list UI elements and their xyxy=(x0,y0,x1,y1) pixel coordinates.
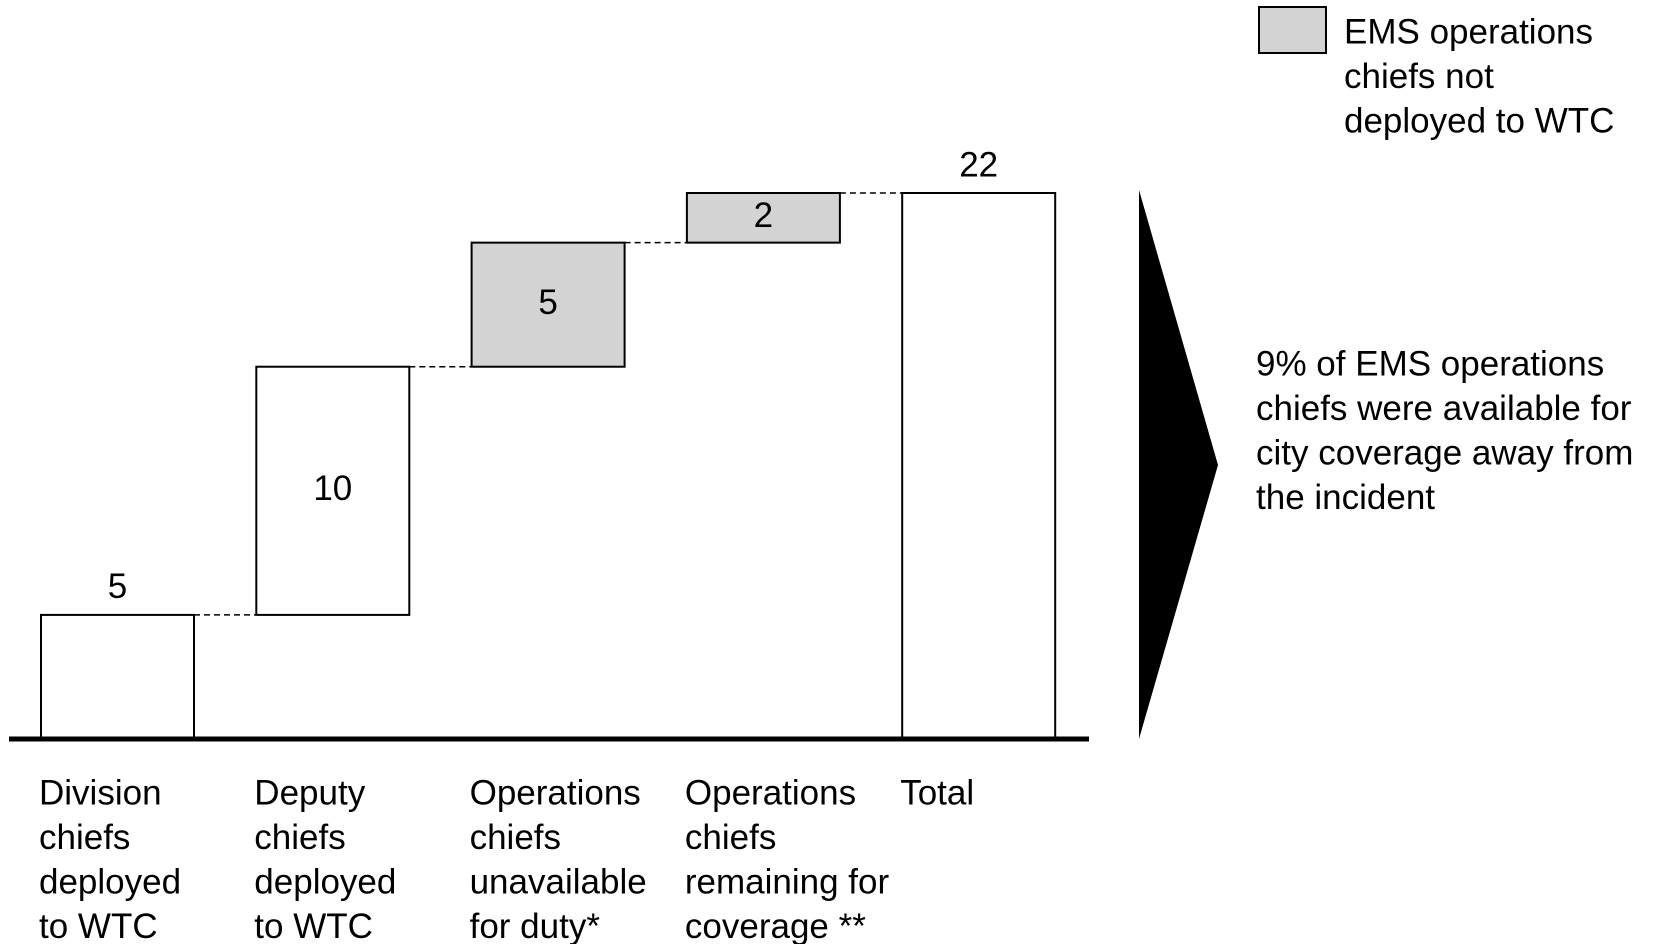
x-tick-label: unavailable xyxy=(470,862,647,901)
value-label: 2 xyxy=(754,196,773,235)
arrow xyxy=(1139,190,1218,739)
bar xyxy=(901,192,1057,740)
x-tick-label: for duty* xyxy=(470,907,601,944)
x-tick-label: chiefs xyxy=(39,818,130,857)
x-tick-label: Division xyxy=(39,773,162,812)
legend-label: EMS operations xyxy=(1344,12,1593,51)
x-tick-label: to WTC xyxy=(39,907,158,944)
x-tick-label: chiefs xyxy=(254,818,345,857)
bar xyxy=(685,192,841,244)
legend-label: deployed to WTC xyxy=(1344,101,1614,140)
x-tick-label: Total xyxy=(900,773,974,812)
value-label: 5 xyxy=(108,567,127,606)
value-label: 5 xyxy=(538,283,557,322)
x-tick-label: Operations xyxy=(685,773,856,812)
annotation: chiefs were available for xyxy=(1256,389,1632,428)
annotation: 9% of EMS operations xyxy=(1256,344,1604,383)
bar xyxy=(40,613,195,741)
bar xyxy=(255,365,411,616)
x-tick-label: chiefs xyxy=(685,818,776,857)
x-tick-label: Operations xyxy=(470,773,641,812)
value-label: 22 xyxy=(959,145,998,184)
x-tick-label: Deputy xyxy=(254,773,365,812)
x-tick-label: coverage ** xyxy=(685,907,866,944)
x-tick-label: deployed xyxy=(39,862,181,901)
legend-swatch xyxy=(1258,6,1327,54)
bar xyxy=(470,241,626,368)
x-tick-label: chiefs xyxy=(470,818,561,857)
legend-label: chiefs not xyxy=(1344,57,1494,96)
value-label: 10 xyxy=(313,469,352,508)
x-tick-label: to WTC xyxy=(254,907,373,944)
x-tick-label: remaining for xyxy=(685,862,890,901)
x-tick-label: deployed xyxy=(254,862,396,901)
annotation: the incident xyxy=(1256,478,1435,517)
annotation: city coverage away from xyxy=(1256,433,1633,472)
